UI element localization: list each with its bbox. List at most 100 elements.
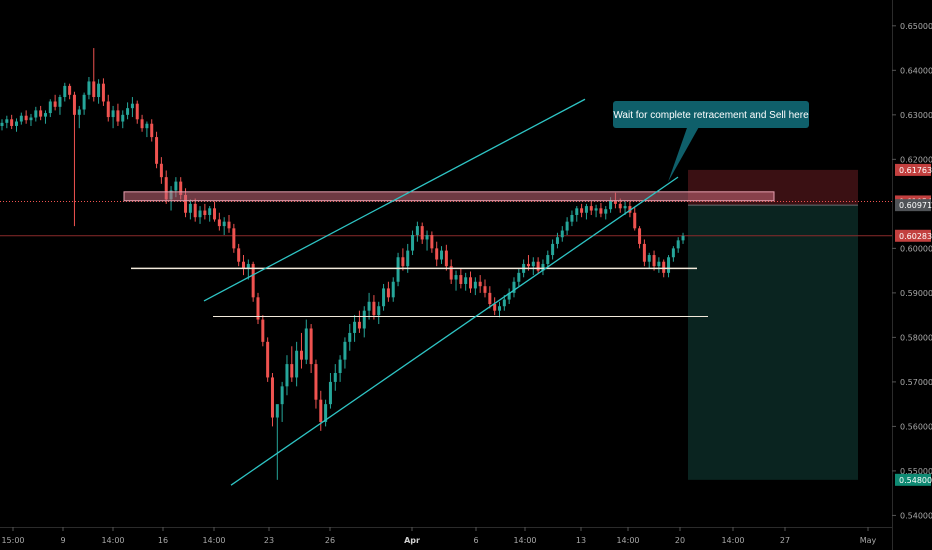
candle bbox=[193, 198, 197, 222]
candle-body bbox=[623, 206, 627, 209]
candle-body bbox=[34, 110, 38, 118]
candle bbox=[68, 83, 72, 100]
candle-body bbox=[208, 208, 212, 215]
candle-body bbox=[497, 306, 501, 311]
candle bbox=[584, 203, 588, 220]
candle bbox=[357, 310, 361, 333]
candle-body bbox=[270, 377, 274, 418]
candle-body bbox=[512, 281, 516, 293]
take-profit-zone[interactable] bbox=[688, 205, 858, 480]
candle bbox=[0, 119, 4, 131]
x-tick-label: 14:00 bbox=[513, 536, 536, 545]
candle-body bbox=[478, 281, 482, 287]
candle-body bbox=[5, 119, 9, 123]
candle bbox=[386, 281, 390, 302]
candle bbox=[295, 341, 299, 387]
candle-body bbox=[319, 399, 323, 422]
candle bbox=[111, 105, 115, 129]
candle-body bbox=[10, 119, 14, 126]
candle bbox=[411, 230, 415, 256]
candle bbox=[580, 203, 584, 218]
y-tick-label: 0.64000 bbox=[900, 66, 932, 75]
candle-body bbox=[314, 364, 318, 400]
candle-body bbox=[72, 94, 76, 115]
candle bbox=[10, 114, 14, 130]
candle bbox=[401, 248, 405, 271]
x-tick-label: 14:00 bbox=[616, 536, 639, 545]
x-tick-label: 13 bbox=[576, 536, 586, 545]
candle-body bbox=[237, 248, 241, 262]
candle-body bbox=[140, 119, 144, 129]
y-tick-label: 0.55000 bbox=[900, 467, 932, 476]
candle-body bbox=[82, 94, 86, 110]
candle-body bbox=[126, 108, 130, 115]
price-tag-bg bbox=[895, 473, 931, 486]
candle-body bbox=[227, 221, 231, 229]
candle-body bbox=[261, 319, 265, 342]
callout-box bbox=[613, 101, 809, 128]
candle-body bbox=[193, 203, 197, 218]
candle bbox=[604, 206, 608, 220]
candle bbox=[150, 119, 154, 142]
candle bbox=[575, 206, 579, 222]
channel-upper-line[interactable] bbox=[203, 98, 586, 302]
candle-body bbox=[667, 257, 671, 273]
price-tag: 0.60283 bbox=[895, 229, 932, 242]
candle-body bbox=[396, 257, 400, 282]
candle bbox=[116, 103, 120, 126]
candle-body bbox=[295, 350, 299, 378]
candle-body bbox=[546, 255, 550, 264]
price-tag-bg bbox=[895, 229, 931, 242]
candle-body bbox=[440, 250, 444, 260]
candle-body bbox=[251, 263, 255, 298]
candle-body bbox=[174, 181, 178, 191]
candle bbox=[121, 110, 125, 129]
candle bbox=[642, 239, 646, 267]
candle bbox=[92, 48, 96, 102]
candle-body bbox=[222, 221, 226, 227]
candle bbox=[101, 78, 105, 106]
candle-body bbox=[266, 341, 270, 378]
candle-body bbox=[48, 101, 52, 114]
callout-pointer bbox=[668, 125, 700, 182]
candle-body bbox=[633, 212, 637, 229]
candle bbox=[314, 359, 318, 409]
candle bbox=[362, 306, 366, 338]
candle bbox=[285, 355, 289, 396]
y-tick-label: 0.60000 bbox=[900, 244, 932, 253]
candle bbox=[512, 277, 516, 298]
candle-body bbox=[333, 372, 337, 382]
candle bbox=[507, 288, 511, 305]
candle-body bbox=[618, 203, 622, 209]
candle-body bbox=[469, 277, 473, 289]
candle bbox=[14, 118, 18, 132]
channel-lower-line[interactable] bbox=[230, 176, 679, 486]
candle-body bbox=[111, 110, 115, 118]
candle-body bbox=[242, 261, 245, 269]
candle-body bbox=[551, 243, 555, 256]
candle bbox=[444, 244, 448, 271]
candle bbox=[275, 404, 279, 480]
y-tick-label: 0.56000 bbox=[900, 422, 932, 431]
x-axis[interactable]: 15:00 9 14:00 16 14:00 23 26 Apr 6 14:00 13 14:00 20… bbox=[1, 527, 877, 545]
candle-body bbox=[372, 301, 376, 316]
candle bbox=[270, 372, 274, 427]
candle bbox=[372, 295, 376, 320]
candle-body bbox=[246, 263, 250, 269]
candle-body bbox=[662, 261, 666, 273]
annotation-callout[interactable]: Wait for complete retracement and Sell h… bbox=[613, 101, 809, 182]
y-axis[interactable]: 0.65000 0.64000 0.63000 0.62000 0.60000 0.590… bbox=[892, 22, 932, 521]
candle bbox=[430, 231, 434, 253]
candle bbox=[63, 82, 67, 102]
resistance-zone[interactable] bbox=[123, 191, 775, 202]
candle bbox=[671, 246, 675, 262]
candle bbox=[242, 255, 245, 276]
candle-body bbox=[526, 263, 530, 267]
candle bbox=[72, 91, 76, 227]
candle bbox=[449, 259, 453, 284]
candle bbox=[551, 239, 555, 260]
candle-body bbox=[459, 275, 463, 284]
candle bbox=[145, 121, 149, 138]
